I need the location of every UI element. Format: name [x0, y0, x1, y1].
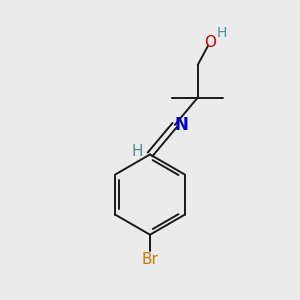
- Text: O: O: [204, 35, 216, 50]
- Text: Br: Br: [142, 252, 158, 267]
- Text: H: H: [132, 144, 143, 159]
- Text: H: H: [216, 26, 227, 40]
- Text: N: N: [174, 116, 188, 134]
